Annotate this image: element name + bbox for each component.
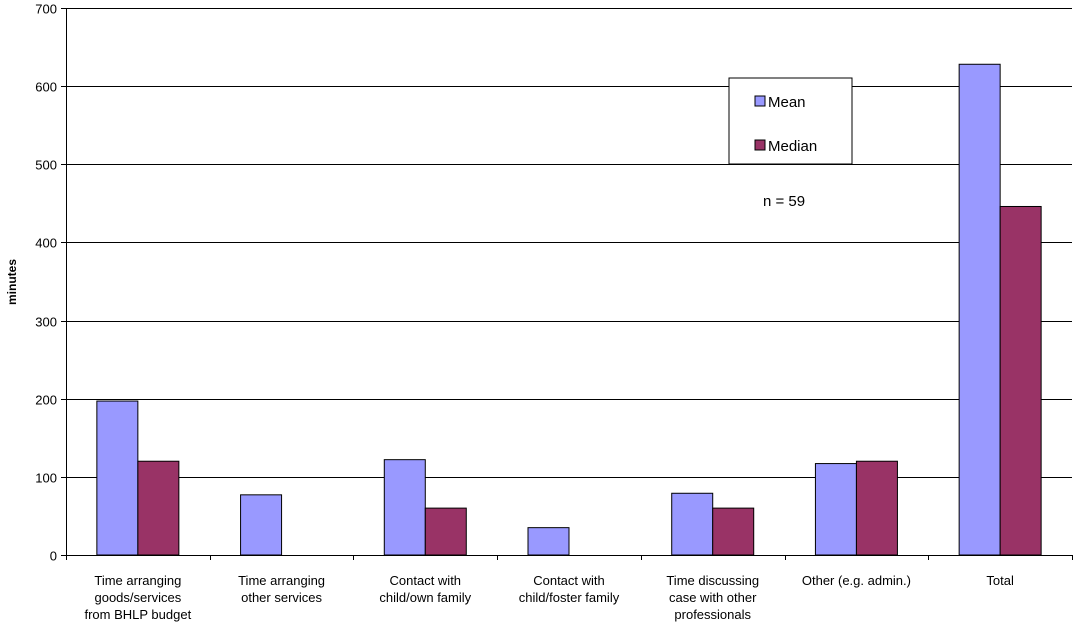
- legend-label-median: Median: [768, 138, 817, 155]
- category-label: professionals: [674, 607, 751, 622]
- bar-mean-5: [814, 463, 857, 556]
- category-label: Time arranging: [94, 573, 181, 588]
- category-label: Time discussing: [666, 573, 759, 588]
- y-tick-label: 500: [35, 158, 57, 173]
- category-label: Contact with: [533, 573, 605, 588]
- legend-swatch-median: [754, 139, 766, 151]
- y-tick-label: 300: [35, 315, 57, 330]
- bar-mean-3: [527, 527, 570, 556]
- legend-swatch-mean: [754, 95, 766, 107]
- y-tick-label: 200: [35, 393, 57, 408]
- legend-box: [728, 77, 853, 165]
- legend-label-mean: Mean: [768, 94, 806, 111]
- legend: Mean Median: [728, 77, 853, 165]
- category-label: goods/services: [94, 590, 181, 605]
- category-label: Time arranging: [238, 573, 325, 588]
- y-tick-label: 600: [35, 80, 57, 95]
- y-tick-label: 0: [50, 549, 57, 564]
- bar-median-4: [712, 507, 755, 556]
- y-tick-label: 400: [35, 236, 57, 251]
- sample-size-annotation: n = 59: [763, 193, 805, 210]
- bar-median-2: [424, 507, 467, 556]
- bar-median-0: [137, 460, 180, 556]
- category-label: from BHLP budget: [84, 607, 191, 622]
- y-axis-label: minutes: [5, 259, 19, 305]
- category-label: Other (e.g. admin.): [802, 573, 911, 588]
- category-labels: Time arranging goods/services from BHLP bu…: [84, 573, 1013, 622]
- bar-mean-1: [240, 494, 283, 556]
- bar-median-5: [855, 460, 898, 556]
- y-tick-label: 100: [35, 471, 57, 486]
- y-tick-label: 700: [35, 2, 57, 17]
- category-label: Total: [986, 573, 1014, 588]
- bars: [96, 63, 1042, 556]
- category-label: child/own family: [379, 590, 471, 605]
- bar-mean-0: [96, 400, 139, 556]
- bar-mean-2: [383, 459, 426, 556]
- category-label: Contact with: [390, 573, 462, 588]
- bar-mean-4: [671, 492, 714, 556]
- category-label: case with other: [669, 590, 757, 605]
- bar-mean-6: [958, 63, 1001, 556]
- category-label: child/foster family: [519, 590, 620, 605]
- bar-median-6: [999, 205, 1042, 556]
- category-label: other services: [241, 590, 322, 605]
- y-tick-labels: 0 100 200 300 400 500 600 700: [35, 2, 57, 564]
- gridlines: [66, 8, 1072, 478]
